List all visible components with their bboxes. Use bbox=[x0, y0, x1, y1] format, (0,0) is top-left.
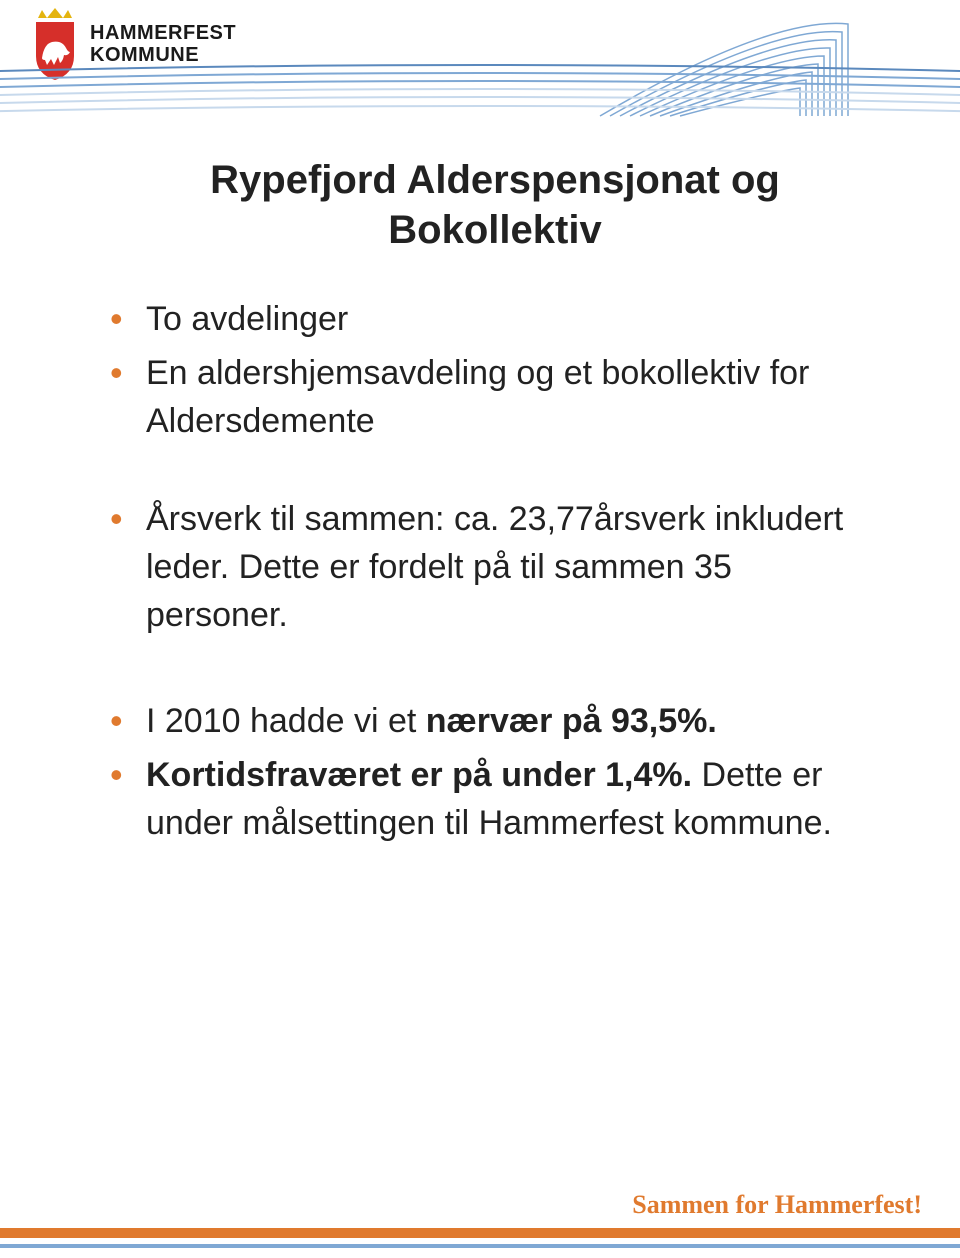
bullet-text-pre: I 2010 hadde vi et bbox=[146, 702, 426, 740]
bullet-text: En aldershjemsavdeling og et bokollektiv… bbox=[146, 354, 809, 440]
list-item: To avdelinger bbox=[110, 295, 880, 343]
slide: HAMMERFEST KOMMUNE bbox=[0, 0, 960, 1258]
spacer bbox=[110, 451, 880, 495]
bullet-text: To avdelinger bbox=[146, 300, 348, 338]
bullet-text: Årsverk til sammen: ca. 23,77årsverk ink… bbox=[146, 500, 843, 634]
bullet-text-bold: Kortidsfraværet er på under 1,4%. bbox=[146, 756, 692, 794]
list-item: En aldershjemsavdeling og et bokollektiv… bbox=[110, 349, 880, 445]
bullet-list: Årsverk til sammen: ca. 23,77årsverk ink… bbox=[110, 495, 880, 639]
footer-tagline: Sammen for Hammerfest! bbox=[632, 1190, 922, 1220]
spacer bbox=[110, 645, 880, 697]
list-item: I 2010 hadde vi et nærvær på 93,5%. bbox=[110, 697, 880, 745]
header: HAMMERFEST KOMMUNE bbox=[0, 0, 960, 112]
page-title: Rypefjord Alderspensjonat og Bokollektiv bbox=[110, 155, 880, 255]
list-item: Kortidsfraværet er på under 1,4%. Dette … bbox=[110, 751, 880, 847]
content: Rypefjord Alderspensjonat og Bokollektiv… bbox=[110, 155, 880, 853]
list-item: Årsverk til sammen: ca. 23,77årsverk ink… bbox=[110, 495, 880, 639]
footer-rule-blue bbox=[0, 1244, 960, 1248]
bullet-text-bold: nærvær på 93,5%. bbox=[426, 702, 717, 740]
header-sweep-lines-icon bbox=[0, 58, 960, 128]
footer-rule-accent bbox=[0, 1228, 960, 1238]
bullet-list: To avdelinger En aldershjemsavdeling og … bbox=[110, 295, 880, 445]
logo-line1: HAMMERFEST bbox=[90, 22, 236, 44]
bullet-list: I 2010 hadde vi et nærvær på 93,5%. Kort… bbox=[110, 697, 880, 847]
